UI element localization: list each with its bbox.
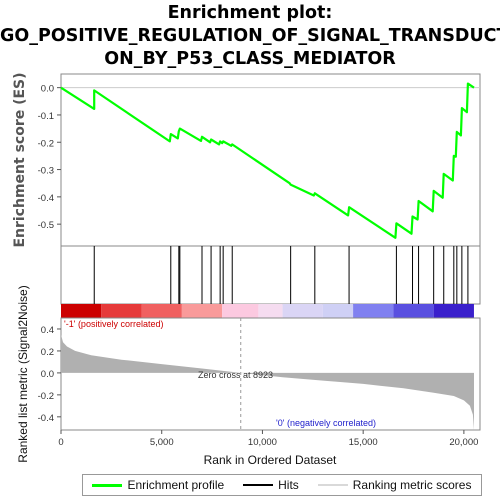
metric-ytick-label: 0.2: [41, 347, 54, 358]
metric-ytick-label: 0.4: [41, 325, 54, 336]
positive-correlation-label: '-1' (positively correlated): [64, 319, 163, 329]
legend-profile-label: Enrichment profile: [127, 478, 225, 492]
metric-axis-label: Ranked list metric (Signal2Noise): [16, 285, 30, 462]
metric-ytick-label: -0.2: [38, 391, 54, 402]
colorbar-segment: [282, 304, 323, 318]
x-axis-label: Rank in Ordered Dataset: [204, 453, 337, 467]
es-axis-ticks: 0.0 -0.1 -0.2 -0.3 -0.4 -0.5: [38, 84, 61, 231]
rank-colorbar: [61, 304, 474, 318]
es-ytick-label: -0.3: [38, 166, 54, 177]
metric-x-axis-ticks: 0 5,000 10,000 15,000 20,000: [58, 430, 478, 448]
enrichment-score-panel: 0.0 -0.1 -0.2 -0.3 -0.4 -0.5 Enrichment score…: [12, 72, 481, 248]
colorbar-segment: [181, 304, 223, 318]
colorbar-segment: [433, 304, 474, 318]
es-ytick-label: -0.2: [38, 138, 54, 149]
hit-lines: [93, 246, 469, 304]
legend-hits-label: Hits: [278, 478, 299, 492]
es-ytick-label: 0.0: [41, 84, 54, 95]
legend-metric-swatch: [317, 484, 348, 486]
metric-y-axis-ticks: 0.4 0.2 0.0 -0.2 -0.4: [38, 325, 61, 424]
legend-item-metric: Ranking metric scores: [317, 478, 472, 492]
title-line-2: GO_POSITIVE_REGULATION_OF_SIGNAL_TRANSDU…: [0, 26, 500, 46]
metric-xtick-label: 0: [58, 437, 63, 448]
colorbar-segment: [258, 304, 283, 318]
legend-metric-label: Ranking metric scores: [352, 478, 472, 492]
legend: Enrichment profile Hits Ranking metric s…: [82, 474, 482, 496]
hits-frame: [60, 245, 481, 305]
colorbar-segment: [353, 304, 394, 318]
ranked-metric-area: [61, 334, 474, 430]
legend-profile-swatch: [92, 483, 123, 487]
legend-item-profile: Enrichment profile: [92, 478, 224, 492]
hits-panel: [60, 245, 481, 318]
es-plot-frame: [60, 73, 481, 247]
negative-correlation-label: '0' (negatively correlated): [276, 418, 376, 428]
colorbar-segment: [141, 304, 182, 318]
metric-xtick-label: 5,000: [150, 437, 174, 448]
metric-xtick-label: 10,000: [248, 437, 277, 448]
enrichment-profile-line: [60, 82, 475, 239]
ranked-metric-panel: 0.4 0.2 0.0 -0.2 -0.4 0 5,000 10,000 15,000 20,0…: [16, 285, 481, 467]
title-line-3: ON_BY_P53_CLASS_MEDIATOR: [104, 49, 396, 69]
legend-hits-swatch: [243, 484, 274, 486]
colorbar-segment: [101, 304, 142, 318]
es-ytick-label: -0.1: [38, 111, 54, 122]
colorbar-segment: [61, 304, 102, 318]
colorbar-segment: [222, 304, 259, 318]
legend-item-hits: Hits: [243, 478, 299, 492]
metric-xtick-label: 15,000: [349, 437, 378, 448]
zero-cross-label: Zero cross at 8923: [198, 370, 273, 380]
colorbar-segment: [393, 304, 434, 318]
metric-ytick-label: -0.4: [38, 413, 54, 424]
es-ytick-label: -0.4: [38, 193, 54, 204]
metric-ytick-label: 0.0: [41, 369, 54, 380]
colorbar-segment: [322, 304, 354, 318]
title-line-1: Enrichment plot:: [167, 3, 333, 23]
chart-title: Enrichment plot: GO_POSITIVE_REGULATION_…: [0, 2, 500, 71]
es-axis-label: Enrichment score (ES): [12, 72, 28, 247]
metric-xtick-label: 20,000: [449, 437, 478, 448]
es-ytick-label: -0.5: [38, 220, 54, 231]
